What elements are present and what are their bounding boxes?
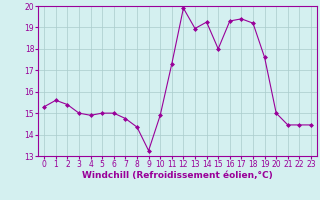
- X-axis label: Windchill (Refroidissement éolien,°C): Windchill (Refroidissement éolien,°C): [82, 171, 273, 180]
